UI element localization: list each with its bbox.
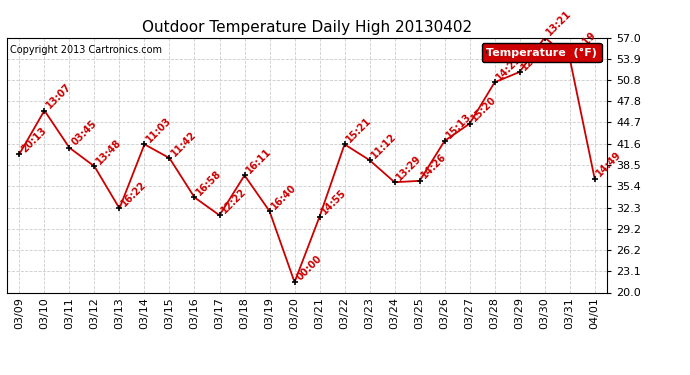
Text: 00:00: 00:00 [295,253,324,282]
Text: 16:40: 16:40 [270,182,299,211]
Text: 16:11: 16:11 [244,146,273,176]
Text: 16:22: 16:22 [119,179,148,209]
Text: 13:48: 13:48 [95,137,124,166]
Text: 11:12: 11:12 [370,131,399,160]
Text: 11:03: 11:03 [144,116,173,144]
Text: Copyright 2013 Cartronics.com: Copyright 2013 Cartronics.com [10,45,162,55]
Title: Outdoor Temperature Daily High 20130402: Outdoor Temperature Daily High 20130402 [142,20,472,35]
Text: 03:45: 03:45 [70,119,99,148]
Text: 13:07: 13:07 [44,82,73,111]
Text: 20:13: 20:13 [19,125,48,154]
Text: 13:21: 13:21 [544,9,573,38]
Text: 14:26: 14:26 [420,152,448,181]
Text: 14:49: 14:49 [595,150,624,179]
Legend: Temperature  (°F): Temperature (°F) [482,43,602,62]
Text: 13:19: 13:19 [570,29,599,58]
Text: 14:21: 14:21 [495,53,524,82]
Text: 15:20: 15:20 [470,94,499,124]
Text: 16:58: 16:58 [195,168,224,197]
Text: 12:22: 12:22 [219,186,248,215]
Text: 14:55: 14:55 [319,188,348,217]
Text: 15:13: 15:13 [444,112,473,141]
Text: 13:29: 13:29 [395,153,424,182]
Text: 11:42: 11:42 [170,129,199,158]
Text: 15:21: 15:21 [344,116,373,144]
Text: 12:42: 12:42 [520,43,549,72]
